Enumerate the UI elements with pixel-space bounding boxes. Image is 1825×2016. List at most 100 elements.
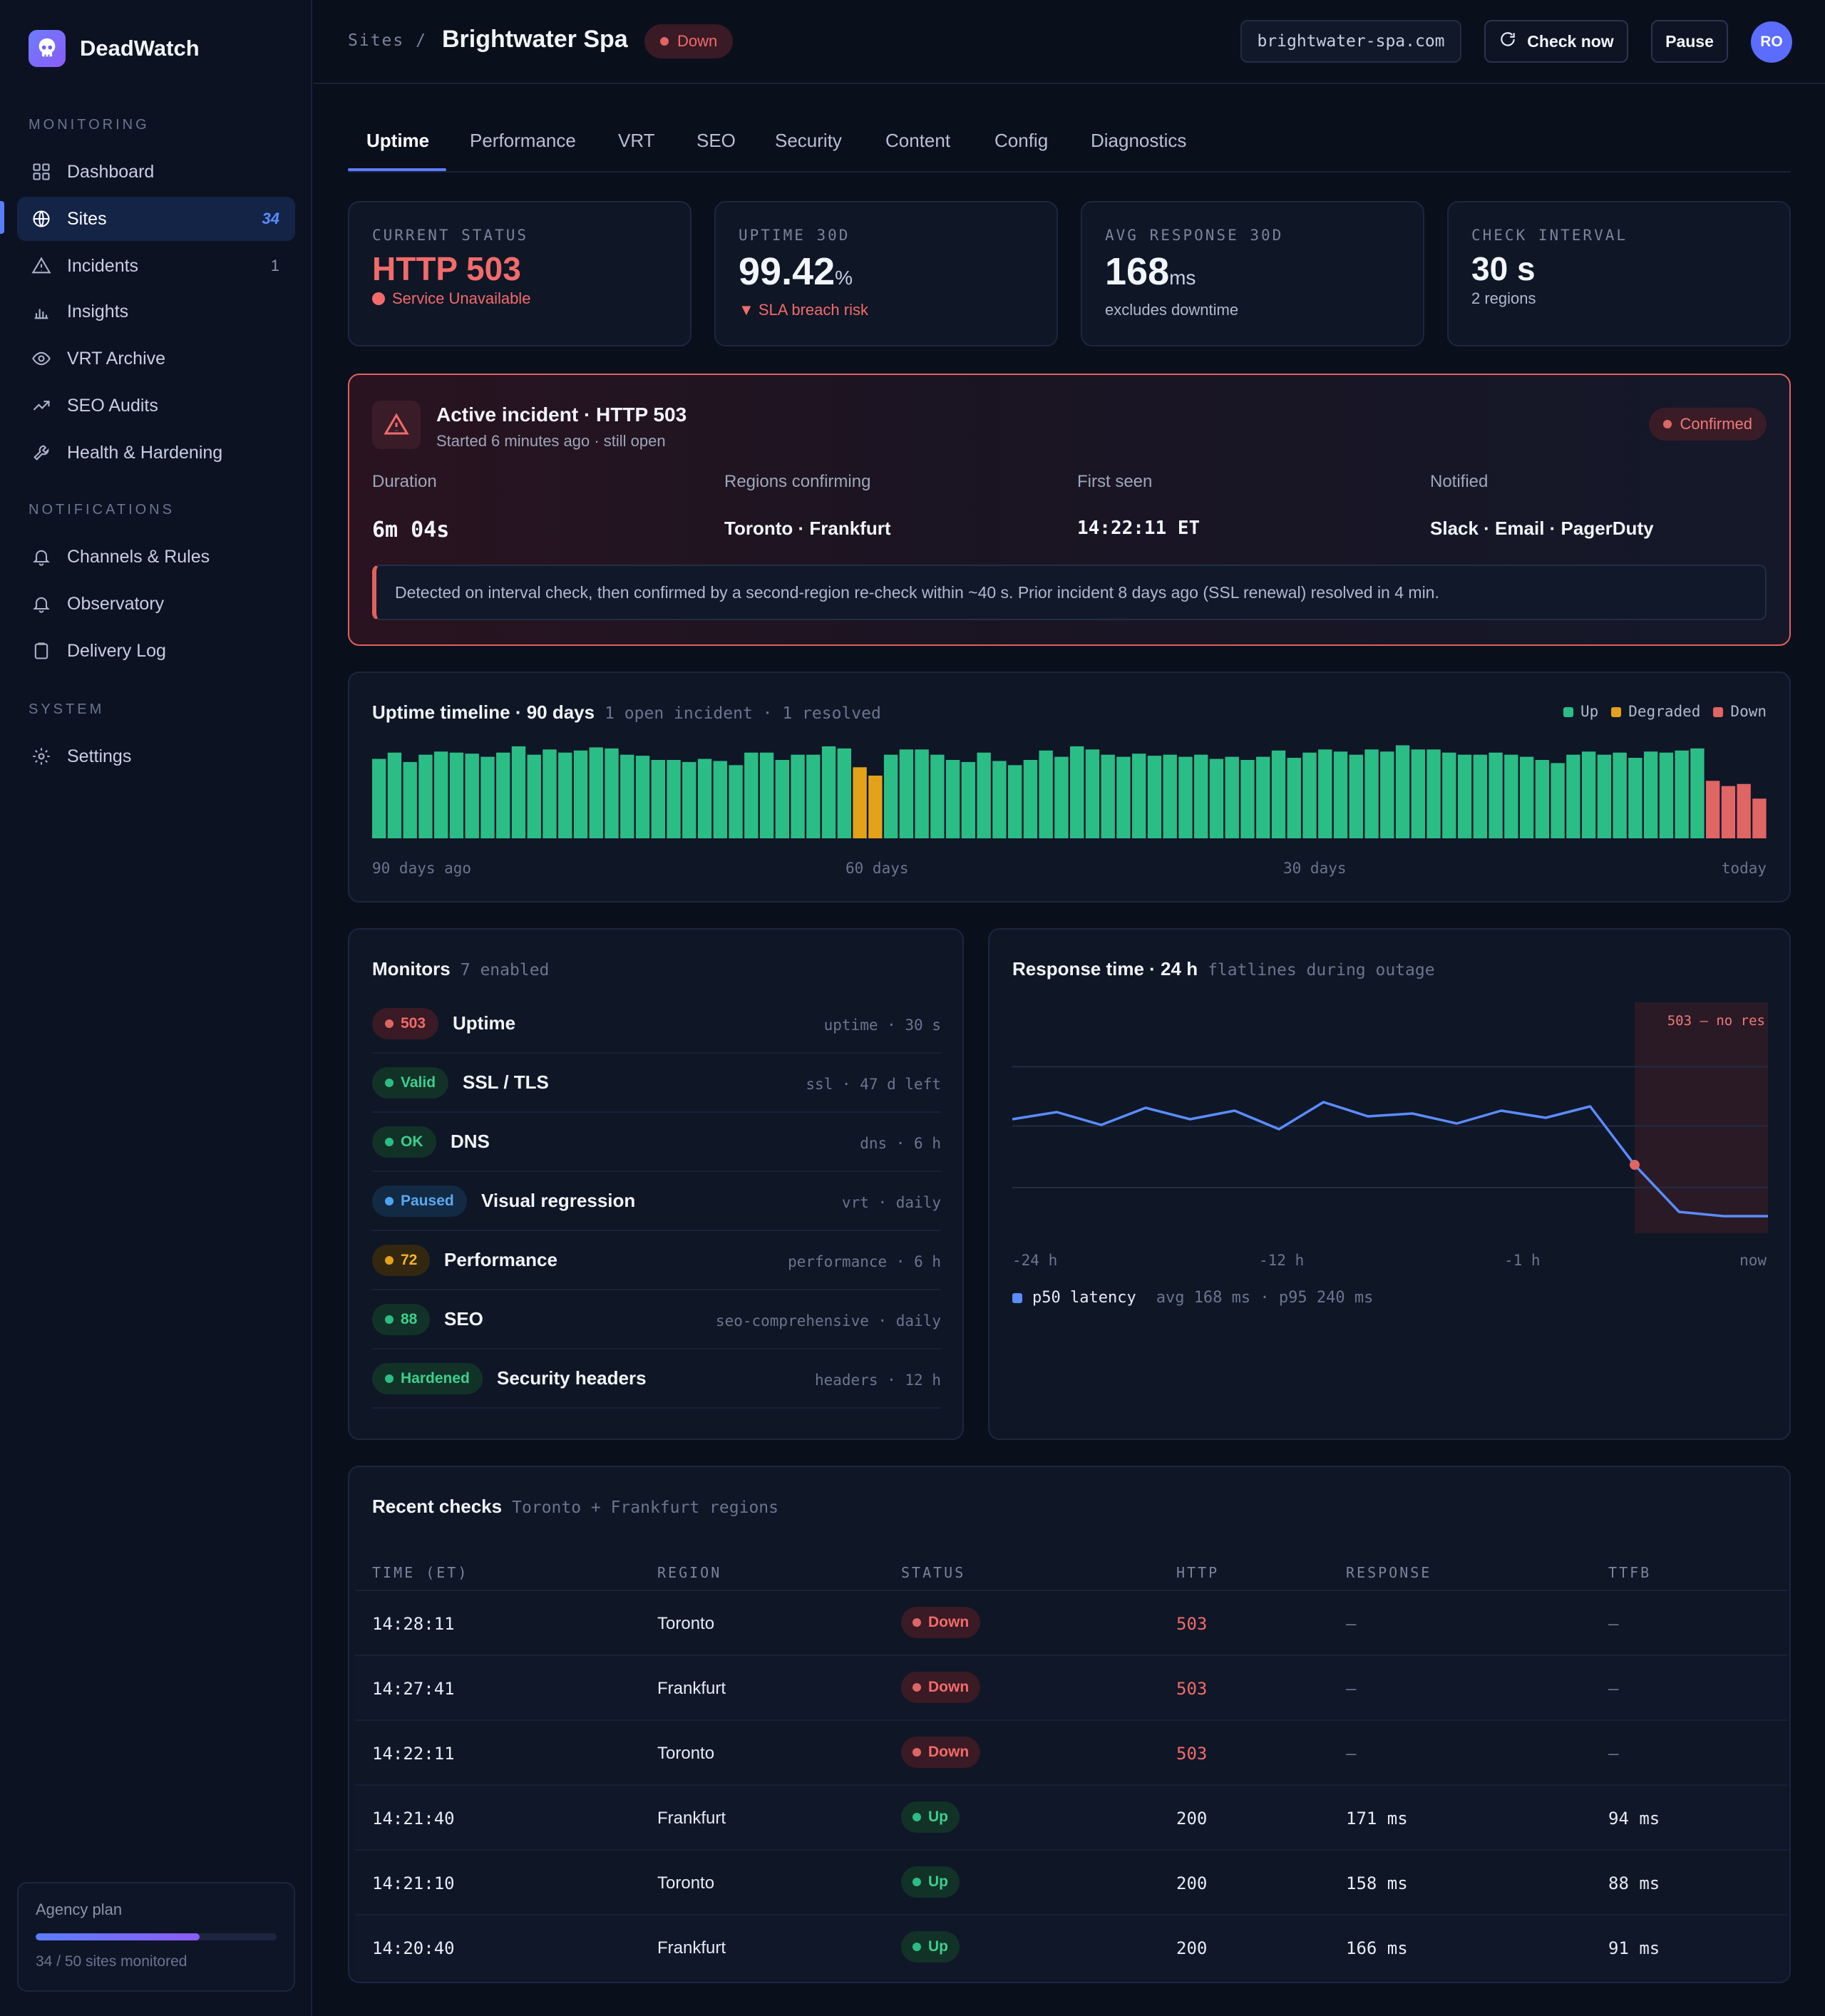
uptime-bar-up[interactable] bbox=[930, 754, 945, 838]
monitor-row[interactable]: Paused Visual regression vrt · daily bbox=[372, 1173, 941, 1231]
tab-diagnostics[interactable]: Diagnostics bbox=[1091, 130, 1187, 151]
uptime-bar-up[interactable] bbox=[977, 752, 991, 838]
uptime-bar-up[interactable] bbox=[1411, 749, 1425, 838]
uptime-bar-degraded[interactable] bbox=[853, 767, 867, 838]
sidebar-item-settings[interactable]: Settings bbox=[17, 734, 295, 778]
uptime-bar-up[interactable] bbox=[558, 752, 572, 838]
uptime-bar-up[interactable] bbox=[1628, 758, 1642, 838]
uptime-bar-up[interactable] bbox=[1581, 751, 1596, 838]
uptime-bar-up[interactable] bbox=[883, 754, 898, 838]
uptime-bar-up[interactable] bbox=[1039, 750, 1053, 838]
uptime-bar-up[interactable] bbox=[1551, 763, 1565, 838]
uptime-bar-degraded[interactable] bbox=[868, 776, 883, 838]
monitor-row[interactable]: 503 Uptime uptime · 30 s bbox=[372, 995, 941, 1054]
uptime-bar-up[interactable] bbox=[1318, 749, 1332, 838]
uptime-bar-up[interactable] bbox=[667, 760, 681, 838]
uptime-bar-up[interactable] bbox=[1240, 760, 1255, 838]
uptime-bar-up[interactable] bbox=[1271, 750, 1286, 838]
monitor-row[interactable]: Valid SSL / TLS ssl · 47 d left bbox=[372, 1054, 941, 1113]
sidebar-item-sites[interactable]: Sites 34 bbox=[17, 197, 295, 241]
uptime-bar-up[interactable] bbox=[1178, 756, 1193, 838]
uptime-bar-up[interactable] bbox=[635, 756, 650, 838]
uptime-bar-up[interactable] bbox=[1147, 756, 1162, 838]
uptime-bar-up[interactable] bbox=[1085, 749, 1100, 838]
tab-vrt[interactable]: VRT bbox=[618, 130, 655, 151]
check-now-button[interactable]: Check now bbox=[1484, 20, 1628, 63]
uptime-bar-up[interactable] bbox=[791, 754, 805, 838]
avatar[interactable]: RO bbox=[1751, 21, 1792, 63]
table-row[interactable]: 14:27:41 Frankfurt 503 — — Down bbox=[355, 1655, 1788, 1719]
uptime-bar-up[interactable] bbox=[1504, 754, 1518, 838]
uptime-bar-up[interactable] bbox=[1426, 749, 1441, 838]
uptime-bar-up[interactable] bbox=[1101, 754, 1115, 838]
sidebar-item-dashboard[interactable]: Dashboard bbox=[17, 150, 295, 194]
uptime-bar-up[interactable] bbox=[744, 752, 759, 838]
table-row[interactable]: 14:28:11 Toronto 503 — — Down bbox=[355, 1590, 1788, 1654]
uptime-bar-up[interactable] bbox=[1194, 754, 1208, 838]
monitor-row[interactable]: OK DNS dns · 6 h bbox=[372, 1114, 941, 1172]
uptime-bar-up[interactable] bbox=[511, 746, 526, 838]
uptime-bar-up[interactable] bbox=[806, 754, 821, 838]
monitor-row[interactable]: Hardened Security headers headers · 12 h bbox=[372, 1350, 941, 1409]
uptime-bar-up[interactable] bbox=[1287, 758, 1301, 838]
sidebar-item-health-hardening[interactable]: Health & Hardening bbox=[17, 431, 295, 475]
uptime-bar-up[interactable] bbox=[418, 754, 433, 838]
table-row[interactable]: 14:22:11 Toronto 503 — — Down bbox=[355, 1719, 1788, 1784]
uptime-bar-up[interactable] bbox=[1675, 750, 1689, 838]
sidebar-item-channels-rules[interactable]: Channels & Rules bbox=[17, 535, 295, 579]
uptime-bar-up[interactable] bbox=[1116, 756, 1131, 838]
uptime-bar-up[interactable] bbox=[713, 761, 727, 838]
uptime-bar-up[interactable] bbox=[403, 761, 417, 838]
uptime-bar-up[interactable] bbox=[620, 754, 634, 838]
uptime-bar-up[interactable] bbox=[915, 749, 929, 838]
sidebar-item-delivery-log[interactable]: Delivery Log bbox=[17, 629, 295, 673]
breadcrumb[interactable]: Sites / bbox=[348, 31, 427, 50]
uptime-bar-up[interactable] bbox=[496, 752, 510, 838]
uptime-bar-up[interactable] bbox=[372, 758, 386, 838]
sidebar-item-incidents[interactable]: Incidents 1 bbox=[17, 244, 295, 288]
uptime-bar-up[interactable] bbox=[759, 752, 774, 838]
uptime-bar-up[interactable] bbox=[837, 748, 852, 838]
monitor-row[interactable]: 72 Performance performance · 6 h bbox=[372, 1232, 941, 1290]
tab-seo[interactable]: SEO bbox=[696, 130, 736, 151]
uptime-bar-up[interactable] bbox=[1132, 754, 1146, 838]
uptime-bar-up[interactable] bbox=[1489, 752, 1503, 838]
uptime-bar-up[interactable] bbox=[1597, 754, 1612, 838]
sidebar-item-vrt-archive[interactable]: VRT Archive bbox=[17, 336, 295, 381]
uptime-bar-up[interactable] bbox=[1364, 749, 1379, 838]
uptime-bar-up[interactable] bbox=[682, 761, 696, 838]
uptime-bar-up[interactable] bbox=[945, 760, 960, 838]
tab-performance[interactable]: Performance bbox=[470, 130, 576, 151]
uptime-bar-up[interactable] bbox=[1023, 760, 1038, 838]
table-row[interactable]: 14:21:10 Toronto 200 158 ms 88 ms Up bbox=[355, 1849, 1788, 1913]
uptime-bar-up[interactable] bbox=[1349, 754, 1363, 838]
uptime-bar-up[interactable] bbox=[1380, 751, 1394, 838]
table-row[interactable]: 14:20:40 Frankfurt 200 166 ms 91 ms Up bbox=[355, 1914, 1788, 1978]
uptime-bar-up[interactable] bbox=[449, 752, 464, 838]
uptime-bar-up[interactable] bbox=[1395, 745, 1410, 838]
uptime-bar-up[interactable] bbox=[899, 749, 914, 838]
uptime-bar-up[interactable] bbox=[1613, 752, 1627, 838]
uptime-bar-up[interactable] bbox=[1054, 756, 1069, 838]
uptime-bar-up[interactable] bbox=[527, 754, 541, 838]
tab-config[interactable]: Config bbox=[994, 130, 1049, 151]
uptime-bar-up[interactable] bbox=[1163, 754, 1177, 838]
uptime-bar-up[interactable] bbox=[1209, 758, 1224, 838]
uptime-bar-up[interactable] bbox=[1007, 765, 1022, 838]
outage-start-point[interactable] bbox=[1629, 1160, 1640, 1170]
uptime-bar-up[interactable] bbox=[605, 748, 619, 838]
uptime-bar-up[interactable] bbox=[1659, 752, 1674, 838]
uptime-bar-down[interactable] bbox=[1721, 786, 1736, 838]
uptime-bar-up[interactable] bbox=[1535, 760, 1550, 838]
uptime-bar-up[interactable] bbox=[1302, 752, 1317, 838]
uptime-bar-up[interactable] bbox=[573, 750, 588, 838]
tab-content[interactable]: Content bbox=[885, 130, 951, 151]
uptime-bar-up[interactable] bbox=[1225, 756, 1239, 838]
monitor-row[interactable]: 88 SEO seo-comprehensive · daily bbox=[372, 1291, 941, 1349]
site-url[interactable]: brightwater-spa.com bbox=[1240, 20, 1461, 63]
uptime-bar-up[interactable] bbox=[729, 765, 743, 838]
uptime-bar-up[interactable] bbox=[1333, 751, 1348, 838]
uptime-bar-up[interactable] bbox=[961, 761, 976, 838]
sidebar-item-insights[interactable]: Insights bbox=[17, 289, 295, 334]
uptime-bar-up[interactable] bbox=[651, 760, 665, 838]
